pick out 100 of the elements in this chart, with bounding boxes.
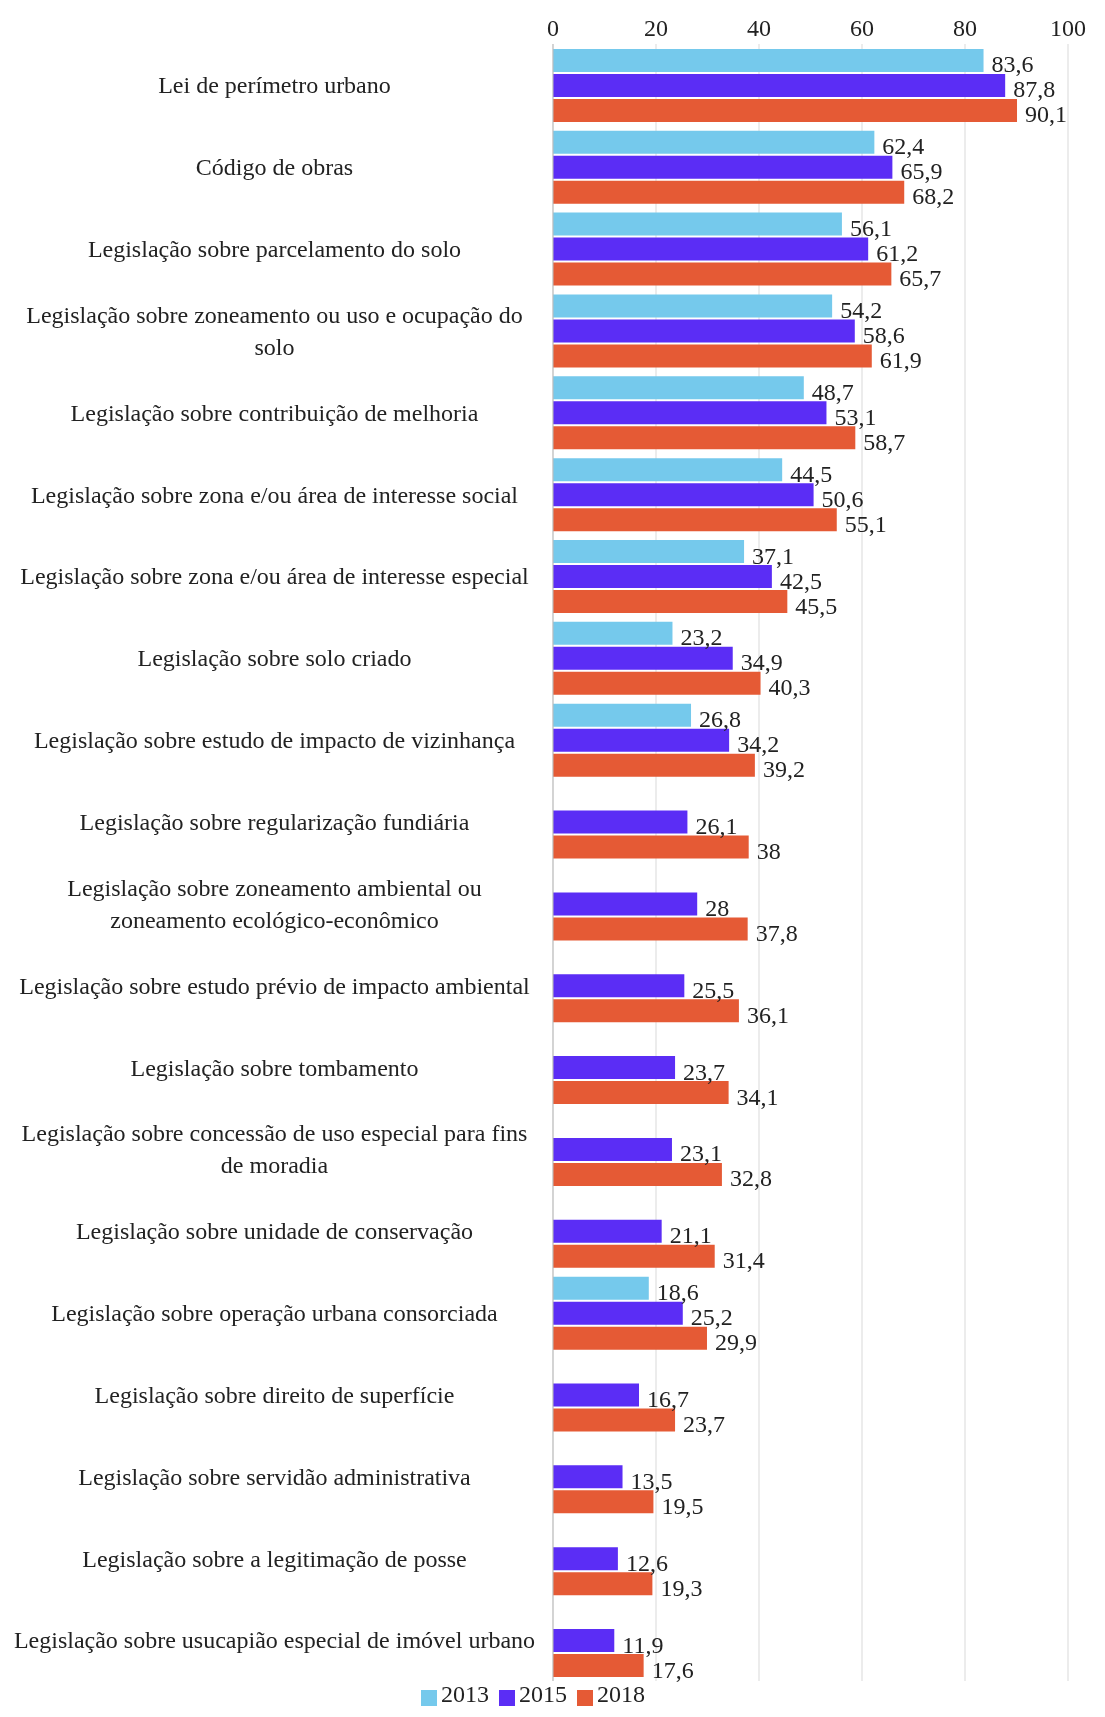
y-tick-label: Lei de perímetro urbano	[158, 72, 391, 99]
data-label: 11,9	[622, 1631, 664, 1658]
bar	[553, 1056, 676, 1080]
data-label: 16,7	[647, 1386, 690, 1413]
data-label: 53,1	[834, 403, 877, 430]
y-tick-label: Código de obras	[195, 154, 354, 181]
bar	[553, 294, 833, 318]
data-label: 31,4	[722, 1247, 765, 1274]
data-label: 19,3	[660, 1574, 703, 1601]
legend-label: 2015	[519, 1681, 567, 1707]
data-label: 26,8	[699, 706, 742, 733]
y-tick-label: Legislação sobre estudo de impacto de vizinhança	[33, 727, 516, 754]
data-label: 25,2	[690, 1304, 733, 1331]
data-label: 32,8	[729, 1165, 772, 1192]
data-label: 62,4	[882, 133, 925, 160]
y-tick-label: Legislação sobre contribuição de melhoria	[70, 399, 479, 426]
y-tick-label: Legislação sobre parcelamento do solo	[87, 236, 462, 263]
bar	[553, 1465, 623, 1489]
x-tick-label: 80	[953, 15, 977, 41]
data-label: 45,5	[795, 592, 838, 619]
data-label: 29,9	[714, 1329, 757, 1356]
data-label: 90,1	[1025, 101, 1068, 128]
x-tick-label: 0	[547, 15, 559, 41]
data-label: 37,1	[752, 542, 795, 569]
bar	[553, 621, 673, 645]
data-label: 34,1	[736, 1083, 779, 1110]
bar	[553, 1547, 618, 1571]
bar	[553, 376, 804, 400]
data-label: 37,8	[755, 919, 798, 946]
y-tick-label: Legislação sobre usucapião especial de imóvel urbano	[13, 1627, 536, 1654]
x-tick-label: 20	[644, 15, 668, 41]
bar	[553, 540, 745, 564]
data-label: 19,5	[661, 1492, 704, 1519]
data-label: 34,2	[737, 731, 780, 758]
y-tick-label: Legislação sobre estudo prévio de impacto ambiental	[19, 972, 531, 999]
bar	[553, 892, 698, 916]
data-label: 50,6	[821, 485, 864, 512]
data-label: 61,2	[876, 240, 919, 267]
y-tick-label: Legislação sobre zona e/ou área de interesse social	[30, 481, 519, 508]
data-label: 38	[756, 838, 781, 865]
data-label: 39,2	[762, 756, 805, 783]
bar	[553, 48, 984, 72]
bar	[553, 1383, 640, 1407]
y-tick-label: Legislação sobre servidão administrativa	[78, 1463, 472, 1490]
data-label: 42,5	[779, 567, 822, 594]
data-label: 40,3	[768, 674, 811, 701]
y-tick-label: Legislação sobre zona e/ou área de interesse especial	[20, 563, 530, 590]
legend-label: 2018	[597, 1681, 645, 1707]
data-label: 12,6	[625, 1549, 668, 1576]
y-tick-label: Legislação sobre regularização fundiária	[79, 808, 470, 835]
y-tick-label: Legislação sobre a legitimação de posse	[82, 1545, 467, 1572]
data-label: 87,8	[1013, 76, 1056, 103]
bar	[553, 130, 875, 154]
data-label: 18,6	[656, 1279, 699, 1306]
y-tick-label: Legislação sobre operação urbana consorciada	[51, 1300, 499, 1327]
bar	[553, 1276, 649, 1300]
bar	[553, 1219, 662, 1243]
y-tick-label: Legislação sobre zoneamento ou uso e ocupação do solo	[26, 301, 523, 360]
data-label: 28	[705, 894, 730, 921]
bar	[553, 458, 783, 482]
data-label: 44,5	[790, 460, 833, 487]
x-tick-label: 100	[1050, 15, 1086, 41]
data-label: 23,2	[680, 624, 723, 651]
data-label: 65,9	[900, 158, 943, 185]
data-label: 34,9	[740, 649, 783, 676]
y-tick-label: Legislação sobre unidade de conservação	[75, 1218, 474, 1245]
data-label: 68,2	[912, 183, 955, 210]
data-label: 25,5	[692, 976, 735, 1003]
y-tick-label: Legislação sobre tombamento	[130, 1054, 419, 1081]
data-label: 23,1	[679, 1140, 722, 1167]
data-label: 26,1	[695, 813, 738, 840]
data-label: 61,9	[879, 346, 922, 373]
data-label: 36,1	[746, 1001, 789, 1028]
y-tick-label: Legislação sobre direito de superfície	[94, 1381, 455, 1408]
data-label: 13,5	[630, 1467, 673, 1494]
y-tick-label: Legislação sobre concessão de uso especial para fins de moradia	[21, 1120, 528, 1179]
data-label: 58,6	[862, 321, 905, 348]
data-label: 48,7	[811, 378, 854, 405]
bar	[553, 810, 688, 834]
bar	[553, 974, 685, 998]
bar	[553, 1137, 672, 1161]
data-label: 83,6	[991, 51, 1034, 78]
data-label: 17,6	[651, 1656, 694, 1683]
data-label: 23,7	[683, 1058, 726, 1085]
y-tick-label: Legislação sobre solo criado	[137, 645, 412, 672]
bar	[553, 1629, 615, 1653]
bar	[553, 212, 842, 236]
bar	[553, 917, 748, 941]
data-label: 55,1	[844, 510, 887, 537]
data-label: 23,7	[683, 1411, 726, 1438]
data-label: 65,7	[899, 265, 942, 292]
data-label: 56,1	[849, 215, 892, 242]
data-label: 58,7	[863, 428, 906, 455]
data-label: 21,1	[669, 1222, 712, 1249]
data-label: 54,2	[840, 296, 883, 323]
x-tick-label: 40	[747, 15, 771, 41]
legend-label: 2013	[441, 1681, 489, 1707]
y-tick-label: Legislação sobre zoneamento ambiental ou zoneamento ecológico-econômico	[67, 874, 482, 933]
x-tick-label: 60	[850, 15, 874, 41]
bar	[553, 703, 692, 727]
